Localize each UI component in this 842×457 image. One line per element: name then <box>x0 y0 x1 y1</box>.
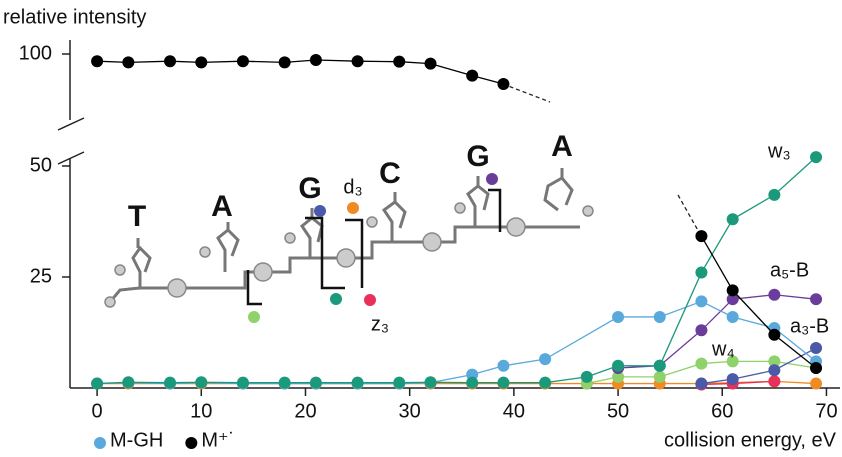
data-point <box>768 288 781 301</box>
data-point <box>695 266 708 279</box>
series-label: w₃ <box>767 140 791 162</box>
data-point <box>810 342 823 355</box>
series-label: w₄ <box>711 338 735 360</box>
series-line <box>700 235 817 369</box>
legend-label: M⁺˙ <box>201 429 235 451</box>
y-tick-label: 50 <box>30 154 52 176</box>
data-point <box>653 370 666 383</box>
series-line <box>701 347 817 385</box>
data-point <box>768 355 781 368</box>
data-point <box>726 373 739 386</box>
data-point <box>122 56 135 69</box>
data-point <box>278 56 291 69</box>
data-point <box>91 377 104 390</box>
base-label: C <box>379 157 401 190</box>
y-tick-label: 25 <box>30 265 52 287</box>
fragment-label: z₃ <box>371 313 389 335</box>
data-point <box>497 359 510 372</box>
x-tick-label: 40 <box>503 400 525 422</box>
axes <box>57 40 840 389</box>
data-point <box>726 355 739 368</box>
legend-marker <box>185 437 198 449</box>
data-point <box>393 55 406 68</box>
data-point <box>726 293 739 306</box>
x-tick-label: 10 <box>190 400 212 422</box>
data-point <box>653 310 666 323</box>
fragment-label: d₃ <box>343 176 362 198</box>
legend-label: M-GH <box>110 429 163 451</box>
data-point <box>768 188 781 201</box>
data-point <box>497 78 510 90</box>
data-point <box>726 213 739 226</box>
data-point <box>810 151 823 164</box>
y-tick-label: 100 <box>19 42 52 64</box>
data-point <box>695 230 708 243</box>
base-label: T <box>128 200 146 233</box>
data-point <box>726 284 739 297</box>
data-point <box>278 376 291 389</box>
data-point <box>695 377 708 390</box>
y-axis-label: relative intensity <box>3 6 146 28</box>
legend-marker <box>94 437 106 449</box>
data-point <box>309 54 322 66</box>
data-point <box>236 376 249 389</box>
data-point <box>810 293 823 306</box>
dashed-extension <box>502 83 701 235</box>
data-point <box>424 57 437 70</box>
data-point <box>580 370 593 383</box>
data-point <box>351 376 364 389</box>
base-label: G <box>466 140 489 173</box>
data-point <box>164 376 177 389</box>
data-point <box>122 376 135 389</box>
data-point <box>768 375 781 388</box>
molecule: T A G C G A d₃ z₃ <box>104 130 594 335</box>
data-point <box>726 310 739 323</box>
series-line <box>97 380 817 385</box>
data-point <box>768 364 781 377</box>
series-line <box>97 59 504 85</box>
x-tick-label: 50 <box>607 400 629 422</box>
data-point <box>164 55 177 68</box>
data-point <box>466 69 479 82</box>
data-point <box>695 295 708 308</box>
data-point <box>539 353 552 366</box>
data-point <box>539 376 552 389</box>
data-point <box>351 55 364 68</box>
data-point <box>768 328 781 341</box>
data-point <box>695 357 708 370</box>
x-tick-label: 30 <box>399 400 421 422</box>
series-label: a₃-B <box>790 315 829 337</box>
data-point <box>393 376 406 389</box>
x-axis-label: collision energy, eV <box>664 429 837 451</box>
data-point <box>309 376 322 389</box>
series-line <box>97 300 817 385</box>
data-point <box>612 359 625 372</box>
data-point <box>195 376 208 389</box>
x-tick-label: 70 <box>815 400 837 422</box>
data-point <box>695 324 708 337</box>
data-point <box>497 376 510 389</box>
data-point <box>612 370 625 383</box>
base-label: A <box>551 130 573 163</box>
x-tick-label: 60 <box>711 400 733 422</box>
x-tick-label: 0 <box>92 400 103 422</box>
data-point <box>810 362 823 375</box>
series-label: a₅-B <box>770 259 809 281</box>
data-point <box>195 56 208 69</box>
data-point <box>810 377 823 390</box>
data-point <box>424 376 437 389</box>
data-point <box>466 376 479 389</box>
x-tick-label: 20 <box>294 400 316 422</box>
base-label: G <box>298 172 321 205</box>
data-point <box>653 359 666 372</box>
data-point <box>91 55 104 68</box>
data-point <box>236 55 249 68</box>
data-point <box>612 310 625 323</box>
base-label: A <box>211 190 233 223</box>
series-line <box>97 156 817 385</box>
